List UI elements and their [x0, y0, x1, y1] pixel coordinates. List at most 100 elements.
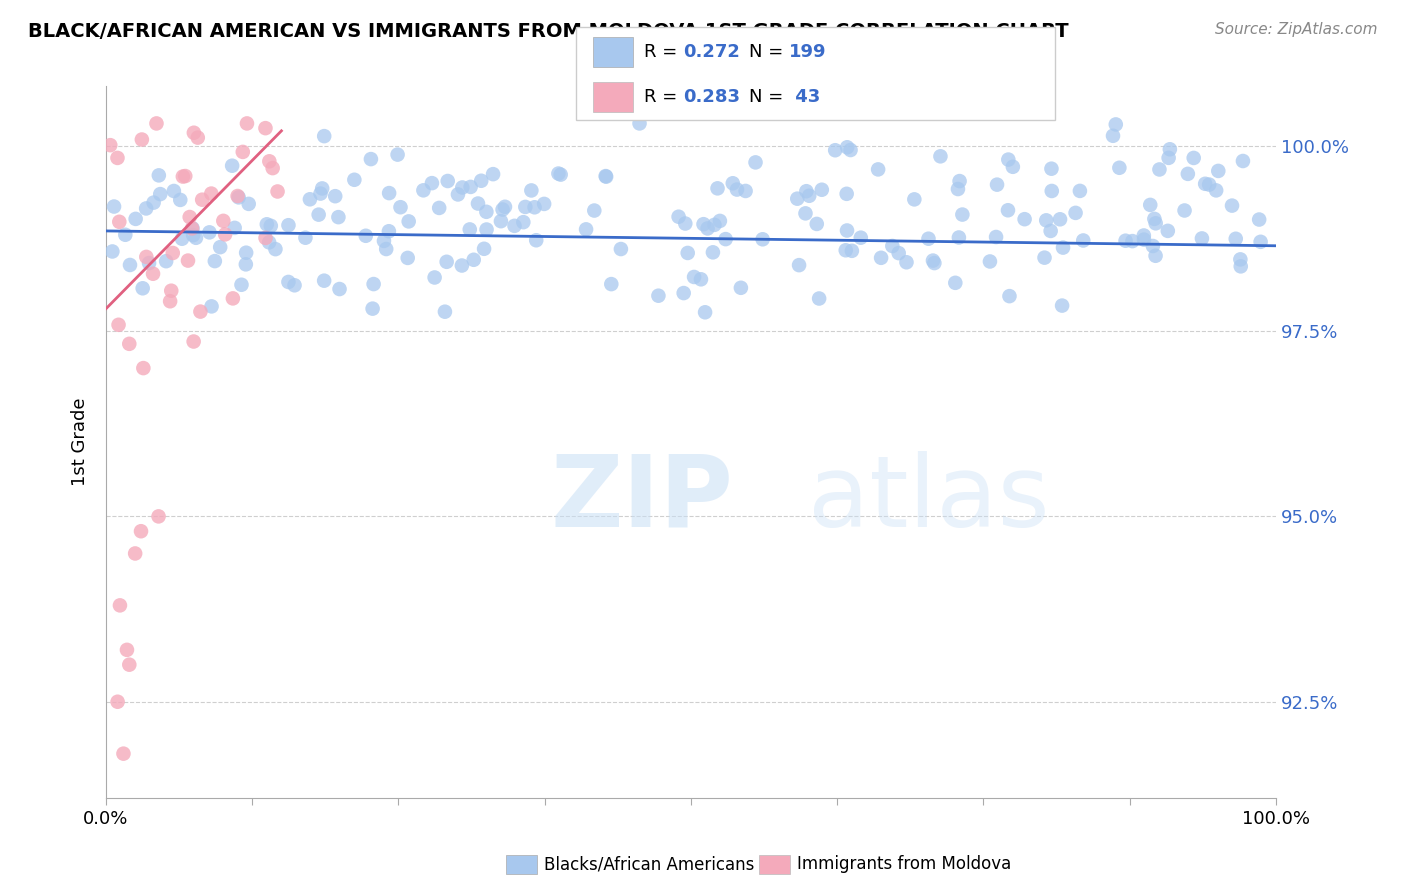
Point: [524, 233, 547, 247]
Point: [512, 215, 534, 229]
Point: [730, 281, 752, 295]
Point: [1033, 251, 1056, 265]
Point: [436, 174, 458, 188]
Point: [494, 200, 516, 214]
Point: [160, 284, 183, 298]
Point: [112, 747, 135, 761]
Point: [610, 242, 633, 256]
Point: [924, 256, 946, 270]
Point: [533, 197, 555, 211]
Point: [361, 301, 384, 316]
Point: [107, 151, 129, 165]
Point: [184, 231, 207, 245]
Point: [1001, 160, 1024, 174]
Point: [183, 126, 205, 140]
Point: [1157, 224, 1180, 238]
Point: [162, 246, 184, 260]
Point: [1229, 260, 1251, 274]
Point: [1069, 184, 1091, 198]
Point: [841, 244, 863, 258]
Point: [373, 234, 395, 248]
Point: [647, 289, 669, 303]
Point: [190, 304, 212, 318]
Point: [98, 138, 121, 153]
Point: [1049, 212, 1071, 227]
Point: [1039, 224, 1062, 238]
Point: [420, 176, 443, 190]
Point: [108, 599, 131, 613]
Point: [183, 334, 205, 349]
Point: [1177, 167, 1199, 181]
Point: [470, 174, 492, 188]
Point: [131, 281, 153, 295]
Point: [254, 121, 277, 136]
Point: [308, 208, 330, 222]
Point: [170, 232, 193, 246]
Point: [101, 244, 124, 259]
Point: [187, 130, 209, 145]
Point: [1108, 161, 1130, 175]
Point: [114, 227, 136, 242]
Point: [796, 184, 818, 198]
Point: [118, 657, 141, 672]
Point: [378, 224, 401, 238]
Point: [238, 197, 260, 211]
Point: [163, 184, 186, 198]
Point: [1159, 142, 1181, 156]
Point: [314, 274, 336, 288]
Point: [725, 183, 748, 197]
Point: [177, 253, 200, 268]
Point: [142, 267, 165, 281]
Point: [799, 188, 821, 202]
Point: [254, 231, 277, 245]
Point: [311, 181, 333, 195]
Point: [882, 239, 904, 253]
Point: [1194, 177, 1216, 191]
Point: [343, 173, 366, 187]
Point: [259, 154, 281, 169]
Point: [1052, 241, 1074, 255]
Point: [806, 217, 828, 231]
Point: [447, 187, 470, 202]
Point: [124, 546, 146, 560]
Point: [360, 152, 382, 166]
Point: [600, 277, 623, 292]
Point: [703, 218, 725, 232]
Point: [1139, 198, 1161, 212]
Y-axis label: 1st Grade: 1st Grade: [72, 398, 89, 486]
Point: [1250, 235, 1272, 249]
Point: [837, 140, 859, 154]
Point: [673, 217, 696, 231]
Point: [946, 182, 969, 196]
Point: [467, 196, 489, 211]
Point: [835, 244, 858, 258]
Point: [839, 143, 862, 157]
Point: [721, 176, 744, 190]
Point: [1144, 249, 1167, 263]
Point: [702, 245, 724, 260]
Text: 43: 43: [789, 87, 820, 106]
Point: [672, 286, 695, 301]
Point: [1149, 162, 1171, 177]
Point: [375, 242, 398, 256]
Point: [115, 643, 138, 657]
Point: [690, 272, 713, 286]
Point: [583, 203, 606, 218]
Point: [1115, 234, 1137, 248]
Point: [149, 187, 172, 202]
Point: [148, 509, 170, 524]
Point: [997, 153, 1019, 167]
Point: [870, 251, 893, 265]
Point: [491, 202, 513, 217]
Point: [523, 200, 546, 214]
Point: [172, 169, 194, 184]
Point: [212, 214, 235, 228]
Text: ZIP: ZIP: [551, 450, 734, 548]
Point: [378, 186, 401, 200]
Point: [810, 183, 832, 197]
Point: [706, 181, 728, 195]
Point: [868, 162, 890, 177]
Point: [118, 336, 141, 351]
Point: [1064, 206, 1087, 220]
Point: [232, 145, 254, 159]
